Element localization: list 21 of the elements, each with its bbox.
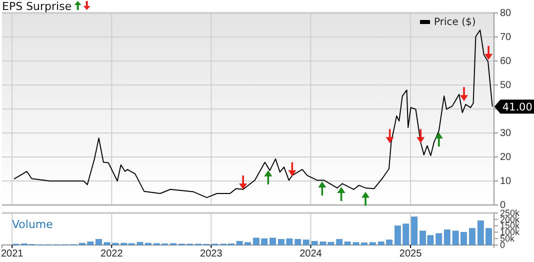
text: Volume xyxy=(12,218,54,231)
y-tick-label: 70 xyxy=(500,32,512,44)
x-tick-label: 2024 xyxy=(300,248,322,260)
annotation: 41.00 xyxy=(502,102,532,114)
y-tick-label: 20 xyxy=(500,152,512,164)
legend-label: Price ($) xyxy=(434,17,476,28)
x-tick-label: 2023 xyxy=(200,248,223,260)
chart-title: EPS Surprise xyxy=(2,0,72,13)
bar xyxy=(270,238,276,246)
y-tick-label: 10 xyxy=(500,176,512,188)
bar xyxy=(411,216,418,246)
y-tick-label: 80 xyxy=(500,8,512,20)
y-tick-label: 60 xyxy=(500,56,512,68)
y-tick-label: 250k xyxy=(500,208,520,218)
x-tick-label: 2021 xyxy=(0,248,24,260)
bar xyxy=(469,228,476,246)
y-tick-label: 30 xyxy=(500,128,512,140)
bar xyxy=(369,242,376,246)
y-tick-label: 50 xyxy=(500,80,512,92)
x-tick-label: 2022 xyxy=(100,248,124,260)
x-tick-label: 2025 xyxy=(399,248,422,260)
